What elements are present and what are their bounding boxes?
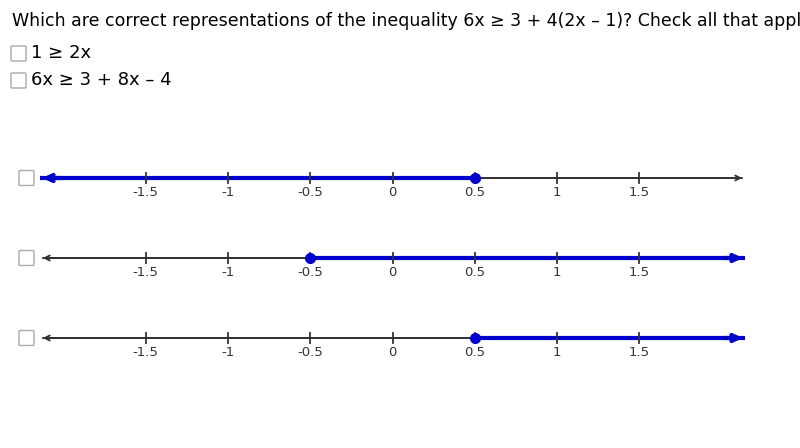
Text: -1.5: -1.5 xyxy=(133,186,158,199)
Text: -1: -1 xyxy=(222,186,234,199)
Text: 1: 1 xyxy=(553,346,562,359)
FancyBboxPatch shape xyxy=(11,46,26,61)
Text: -0.5: -0.5 xyxy=(298,266,323,279)
Text: 0: 0 xyxy=(388,266,397,279)
Text: 0.5: 0.5 xyxy=(464,186,486,199)
Text: -1: -1 xyxy=(222,266,234,279)
Text: -1.5: -1.5 xyxy=(133,346,158,359)
Text: -0.5: -0.5 xyxy=(298,186,323,199)
Text: 0: 0 xyxy=(388,346,397,359)
FancyBboxPatch shape xyxy=(19,331,34,345)
Text: -1.5: -1.5 xyxy=(133,266,158,279)
Text: 6x ≥ 3 + 8x – 4: 6x ≥ 3 + 8x – 4 xyxy=(31,71,172,89)
Text: 0: 0 xyxy=(388,186,397,199)
Text: 1.5: 1.5 xyxy=(629,266,650,279)
Text: 1: 1 xyxy=(553,266,562,279)
Text: 1.5: 1.5 xyxy=(629,186,650,199)
Text: 0.5: 0.5 xyxy=(464,266,486,279)
Text: -1: -1 xyxy=(222,346,234,359)
FancyBboxPatch shape xyxy=(19,171,34,185)
Text: 1 ≥ 2x: 1 ≥ 2x xyxy=(31,44,91,62)
Text: Which are correct representations of the inequality 6x ≥ 3 + 4(2x – 1)? Check al: Which are correct representations of the… xyxy=(12,12,800,30)
Text: 1: 1 xyxy=(553,186,562,199)
Text: 0.5: 0.5 xyxy=(464,346,486,359)
FancyBboxPatch shape xyxy=(11,73,26,88)
Text: 1.5: 1.5 xyxy=(629,346,650,359)
FancyBboxPatch shape xyxy=(19,250,34,266)
Text: -0.5: -0.5 xyxy=(298,346,323,359)
